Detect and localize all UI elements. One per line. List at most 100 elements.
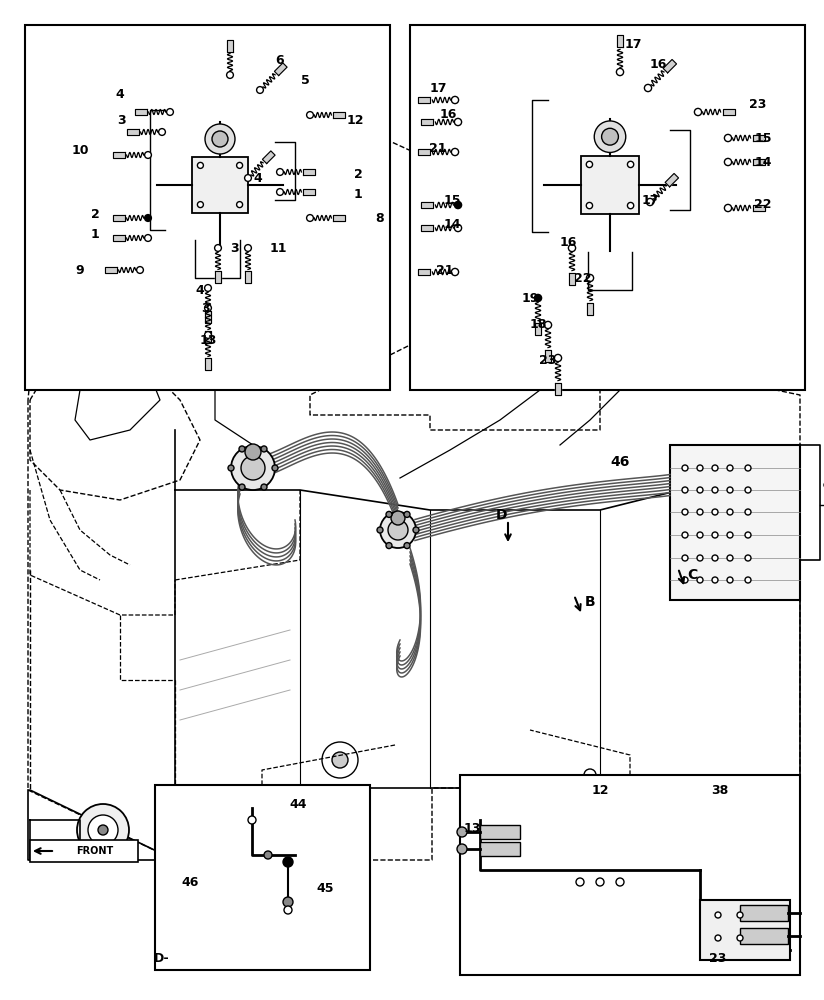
Circle shape — [391, 511, 405, 525]
Polygon shape — [303, 169, 316, 175]
Circle shape — [239, 484, 245, 490]
Circle shape — [227, 72, 233, 78]
Text: 2: 2 — [353, 168, 363, 182]
Circle shape — [712, 532, 718, 538]
Circle shape — [388, 520, 408, 540]
Text: C: C — [687, 568, 697, 582]
Text: 17: 17 — [625, 38, 642, 51]
Text: 44: 44 — [289, 798, 307, 812]
Circle shape — [594, 121, 625, 152]
Text: 2: 2 — [91, 209, 100, 222]
Bar — [670, 445, 800, 600]
Bar — [460, 775, 800, 975]
Circle shape — [727, 465, 733, 471]
Circle shape — [712, 509, 718, 515]
Circle shape — [198, 202, 204, 208]
Polygon shape — [134, 109, 147, 115]
Circle shape — [697, 465, 703, 471]
Polygon shape — [545, 350, 551, 362]
Circle shape — [277, 189, 283, 195]
Circle shape — [737, 935, 743, 941]
Text: 14: 14 — [443, 219, 461, 232]
Text: 23: 23 — [540, 354, 557, 366]
Circle shape — [627, 161, 634, 168]
Circle shape — [88, 815, 118, 845]
Polygon shape — [303, 189, 316, 195]
Bar — [740, 928, 788, 944]
Circle shape — [204, 305, 212, 311]
Text: 4: 4 — [254, 172, 262, 184]
Text: 16: 16 — [559, 235, 577, 248]
Circle shape — [697, 555, 703, 561]
Text: B: B — [585, 595, 595, 609]
Circle shape — [616, 878, 624, 886]
Circle shape — [158, 129, 166, 135]
Circle shape — [555, 354, 562, 362]
Circle shape — [727, 532, 733, 538]
Text: D-: D- — [154, 952, 170, 964]
Circle shape — [712, 487, 718, 493]
Text: 13: 13 — [463, 822, 480, 834]
Circle shape — [727, 509, 733, 515]
Bar — [740, 905, 788, 921]
Text: 11: 11 — [269, 241, 287, 254]
Text: 9: 9 — [76, 263, 84, 276]
Circle shape — [697, 487, 703, 493]
Circle shape — [452, 148, 459, 156]
Circle shape — [712, 577, 718, 583]
Circle shape — [228, 465, 234, 471]
Polygon shape — [418, 269, 430, 275]
Text: 6: 6 — [276, 53, 284, 66]
Polygon shape — [569, 273, 575, 285]
Text: D: D — [496, 508, 508, 522]
Text: 22: 22 — [574, 271, 592, 284]
Circle shape — [144, 152, 152, 158]
Text: 19: 19 — [522, 292, 539, 304]
Text: 8: 8 — [376, 212, 384, 225]
Polygon shape — [105, 267, 117, 273]
Circle shape — [457, 827, 467, 837]
Circle shape — [98, 825, 108, 835]
Circle shape — [682, 555, 688, 561]
Circle shape — [646, 198, 653, 206]
Polygon shape — [227, 40, 233, 52]
Polygon shape — [752, 159, 765, 165]
Circle shape — [745, 509, 751, 515]
Circle shape — [682, 465, 688, 471]
Bar — [155, 785, 370, 970]
Polygon shape — [418, 97, 430, 103]
Circle shape — [307, 215, 313, 221]
Circle shape — [322, 742, 358, 778]
Text: 23: 23 — [709, 952, 727, 964]
Circle shape — [586, 161, 592, 168]
Polygon shape — [535, 323, 541, 335]
Circle shape — [144, 215, 152, 221]
Circle shape — [248, 816, 256, 824]
Polygon shape — [245, 271, 251, 283]
Text: FRONT: FRONT — [77, 846, 114, 856]
Circle shape — [214, 245, 222, 251]
Polygon shape — [663, 59, 677, 73]
Text: 17: 17 — [429, 82, 447, 95]
Text: 14: 14 — [754, 155, 772, 168]
Circle shape — [377, 527, 383, 533]
Text: 5: 5 — [301, 74, 309, 87]
Circle shape — [724, 134, 732, 142]
Polygon shape — [113, 215, 124, 221]
Circle shape — [236, 202, 242, 208]
Polygon shape — [127, 129, 138, 135]
Bar — [581, 156, 639, 214]
Polygon shape — [418, 149, 430, 155]
Polygon shape — [421, 202, 433, 208]
Circle shape — [241, 456, 265, 480]
Text: 13: 13 — [199, 334, 217, 347]
Polygon shape — [205, 311, 211, 323]
Circle shape — [587, 274, 593, 282]
Circle shape — [616, 68, 624, 76]
Circle shape — [569, 244, 576, 252]
Circle shape — [404, 511, 410, 517]
Text: 1: 1 — [91, 229, 100, 241]
Circle shape — [204, 285, 212, 291]
Polygon shape — [752, 135, 765, 141]
Circle shape — [586, 202, 592, 209]
